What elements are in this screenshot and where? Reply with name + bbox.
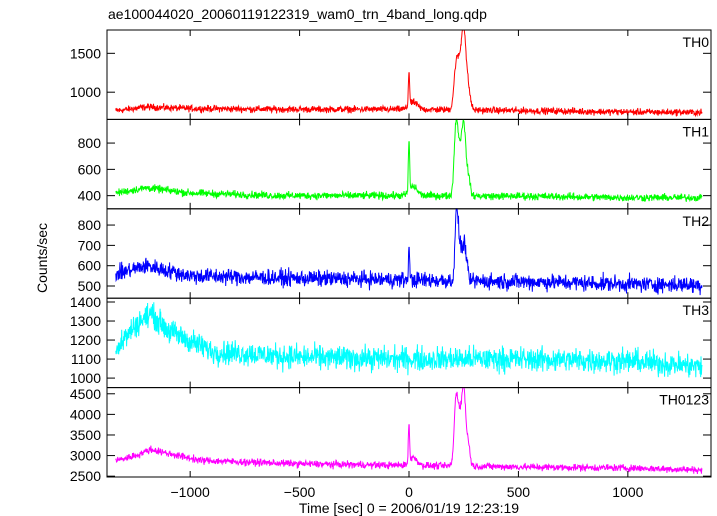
y-tick-label: 4500: [70, 386, 101, 402]
panel-th1: 400 600 800 TH1: [78, 118, 712, 210]
y-tick-label: 1400: [70, 294, 101, 310]
panels-group: 1000 1500 TH0 400 600 800 TH1 500 600 700 800 TH2 10…: [70, 29, 712, 500]
panel-th0: 1000 1500 TH0: [70, 29, 712, 120]
series-line-th0123: [115, 387, 703, 474]
x-tick-label: −500: [284, 484, 316, 500]
y-tick-label: 600: [78, 161, 102, 177]
panel-th3: 1000 1100 1200 1300 1400 TH3: [70, 294, 712, 389]
series-line-th3: [115, 302, 703, 378]
y-tick-label: 3000: [70, 448, 101, 464]
x-tick-label: 500: [507, 484, 531, 500]
y-tick-label: 800: [78, 135, 102, 151]
y-tick-label: 500: [78, 278, 102, 294]
y-tick-label: 3500: [70, 427, 101, 443]
y-tick-label: 1000: [70, 370, 101, 386]
series-line-th0: [115, 29, 703, 118]
y-tick-label: 4000: [70, 406, 101, 422]
y-tick-label: 400: [78, 188, 102, 204]
y-axis-label: Counts/sec: [34, 223, 50, 293]
y-tick-label: 1200: [70, 332, 101, 348]
y-tick-label: 1300: [70, 313, 101, 329]
panel-label-th2: TH2: [683, 213, 710, 229]
x-tick-label: 0: [405, 484, 413, 500]
x-tick-label: −1000: [170, 484, 210, 500]
panel-label-th1: TH1: [683, 123, 710, 139]
panel-label-th0: TH0: [683, 34, 710, 50]
y-tick-label: 2500: [70, 468, 101, 484]
series-line-th2: [115, 208, 703, 296]
y-tick-label: 1100: [71, 351, 101, 367]
series-line-th1: [115, 118, 703, 203]
panel-label-th0123: TH0123: [659, 392, 709, 408]
y-tick-label: 800: [78, 217, 102, 233]
x-tick-label: 1000: [612, 484, 643, 500]
y-tick-label: 1500: [70, 45, 101, 61]
panel-label-th3: TH3: [683, 302, 710, 318]
panel-th2: 500 600 700 800 TH2: [78, 208, 712, 299]
x-axis-label: Time [sec] 0 = 2006/01/19 12:23:19: [299, 500, 519, 516]
y-tick-label: 600: [78, 258, 102, 274]
y-tick-label: 700: [78, 237, 102, 253]
panel-th0123: 2500 3000 3500 4000 4500 TH0123: [70, 386, 712, 484]
chart-title: ae100044020_20060119122319_wam0_trn_4ban…: [108, 6, 487, 22]
y-tick-label: 1000: [70, 84, 101, 100]
